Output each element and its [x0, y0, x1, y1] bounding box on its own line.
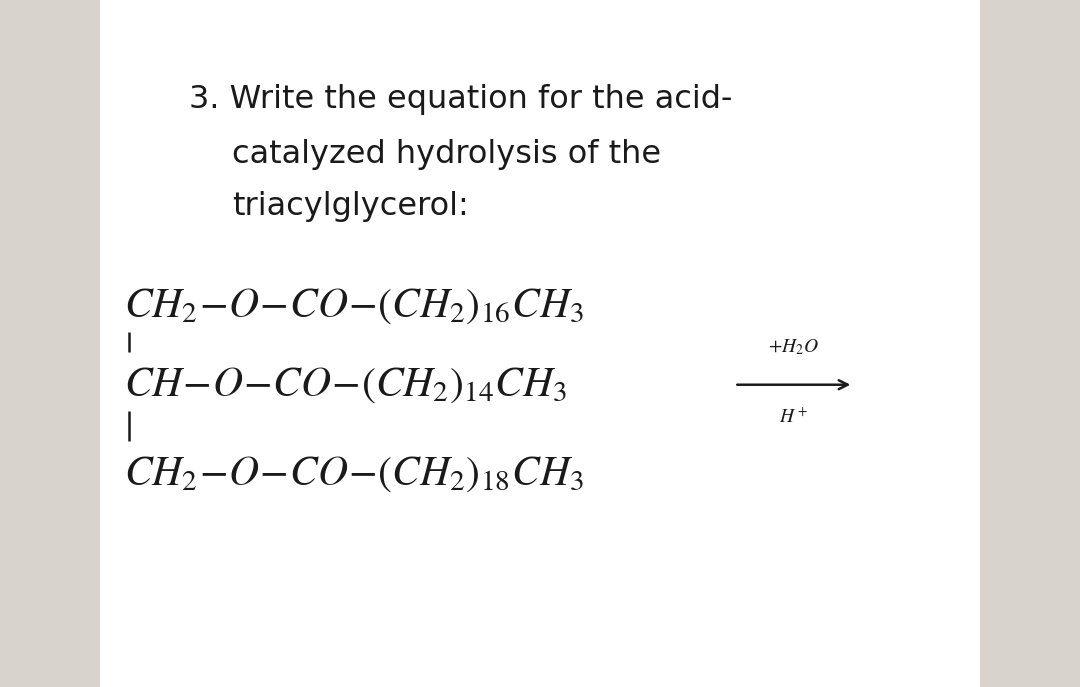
FancyBboxPatch shape	[0, 0, 100, 687]
FancyBboxPatch shape	[100, 0, 980, 687]
Text: triacylglycerol:: triacylglycerol:	[232, 190, 469, 222]
Text: catalyzed hydrolysis of the: catalyzed hydrolysis of the	[232, 139, 661, 170]
Text: $\mathit{CH_2\!-\!O\!-\!CO\!-\!(CH_2)_{18}CH_3}$: $\mathit{CH_2\!-\!O\!-\!CO\!-\!(CH_2)_{1…	[124, 454, 584, 494]
Text: $\mathit{CH_2\!-\!O\!-\!CO\!-\!(CH_2)_{16}CH_3}$: $\mathit{CH_2\!-\!O\!-\!CO\!-\!(CH_2)_{1…	[124, 286, 584, 326]
FancyBboxPatch shape	[980, 0, 1080, 687]
Text: $\mathit{CH\!-\!O\!-\!CO\!-\!(CH_2)_{14}CH_3}$: $\mathit{CH\!-\!O\!-\!CO\!-\!(CH_2)_{14}…	[124, 365, 567, 405]
Text: 3. Write the equation for the acid-: 3. Write the equation for the acid-	[189, 84, 732, 115]
Text: $\mathit{+H_2O}$: $\mathit{+H_2O}$	[768, 337, 820, 357]
Text: $\mathit{H^+}$: $\mathit{H^+}$	[780, 408, 808, 427]
